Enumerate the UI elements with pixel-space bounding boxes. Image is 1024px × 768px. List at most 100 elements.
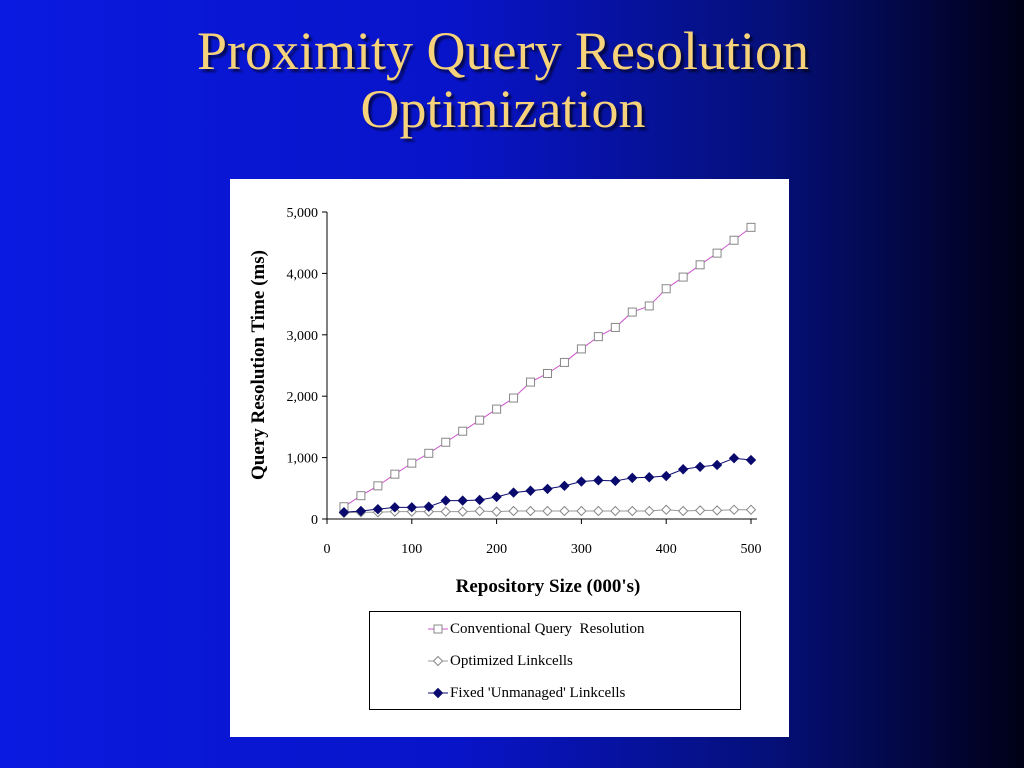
series-optimized-point <box>576 505 587 517</box>
legend-swatch-marker <box>432 655 444 667</box>
series-conventional-point <box>407 458 417 468</box>
series-conventional-point <box>644 301 654 311</box>
series-fixed-point <box>576 476 587 487</box>
series-fixed-point <box>694 461 706 473</box>
series-fixed-point <box>491 491 502 503</box>
series-conventional-point <box>729 235 739 245</box>
series-optimized-point <box>559 505 570 517</box>
series-conventional-point <box>492 404 502 414</box>
legend-label: Optimized Linkcells <box>450 653 573 669</box>
slide-title-line-2: Optimization <box>360 79 646 139</box>
series-conventional-point <box>593 332 603 342</box>
y-tick-label: 4,000 <box>287 267 319 282</box>
series-optimized-point <box>745 504 757 515</box>
chart-plot: 0 1,000 2,000 3,000 4,000 5,000 0 100 200 300 400 5… <box>248 206 762 597</box>
series-conventional-point <box>509 393 519 403</box>
y-tick-label: 0 <box>311 513 318 528</box>
series-conventional-point <box>661 284 671 294</box>
series-fixed-point <box>389 502 401 513</box>
series-optimized-point <box>474 505 485 517</box>
slide-title: Proximity Query Resolution Optimization <box>0 22 1006 138</box>
x-tick-label: 0 <box>324 542 331 557</box>
legend-swatch <box>428 687 448 699</box>
legend-label: Conventional Query Resolution <box>450 621 645 637</box>
series-conventional-point <box>458 426 468 436</box>
series-conventional-point <box>373 481 383 491</box>
series-conventional-point <box>576 344 586 354</box>
series-conventional-point <box>526 377 536 387</box>
series-optimized-point <box>627 505 638 517</box>
series-optimized-point <box>660 504 672 515</box>
series-fixed-point <box>440 495 451 506</box>
series-optimized-point <box>728 504 740 515</box>
series-fixed <box>338 453 757 518</box>
y-axis-title: Query Resolution Time (ms) <box>248 250 269 480</box>
series-fixed-point <box>372 503 384 515</box>
legend-label: Fixed 'Unmanaged' Linkcells <box>450 685 626 701</box>
series-conventional-point <box>695 260 705 270</box>
series-conventional-point <box>475 415 485 425</box>
series-fixed-point <box>610 475 621 487</box>
x-axis-title: Repository Size (000's) <box>456 576 641 597</box>
series-fixed-point <box>660 470 672 482</box>
y-tick-label: 1,000 <box>287 452 319 467</box>
y-tick-label: 3,000 <box>287 329 319 344</box>
x-tick-label: 400 <box>656 542 677 557</box>
series-optimized-point <box>644 505 655 517</box>
series-fixed-point <box>677 464 689 475</box>
series-optimized-point <box>525 505 536 517</box>
legend-swatch-marker <box>432 687 444 699</box>
series-fixed-point <box>355 505 367 517</box>
series-fixed-point <box>406 502 418 513</box>
series-conventional-point <box>542 368 552 378</box>
y-tick-label: 2,000 <box>287 390 319 405</box>
series-optimized-point <box>610 505 621 517</box>
series-conventional-point <box>746 222 756 232</box>
x-tick-label: 300 <box>571 542 592 557</box>
series-fixed-point <box>593 475 604 486</box>
slide-title-line-1: Proximity Query Resolution <box>197 21 809 81</box>
x-tick-label: 200 <box>486 542 507 557</box>
series-fixed-point <box>627 472 638 484</box>
series-fixed-point <box>525 485 536 496</box>
series-optimized-point <box>440 506 451 517</box>
series-fixed-point <box>457 495 468 506</box>
series-fixed-point <box>508 487 519 498</box>
y-tick-label: 5,000 <box>287 206 319 221</box>
series-optimized-point <box>677 505 689 517</box>
series-fixed-point <box>711 459 723 471</box>
series-optimized-point <box>508 505 519 517</box>
legend-swatch-marker <box>433 624 443 634</box>
series-fixed-point <box>559 480 570 492</box>
series-optimized-point <box>542 505 553 517</box>
series-fixed-point <box>338 507 350 518</box>
series-conventional-point <box>356 491 366 501</box>
series-conventional-point <box>712 248 722 258</box>
series-optimized-point <box>491 506 502 517</box>
x-tick-label: 500 <box>741 542 762 557</box>
series-fixed-point <box>644 472 655 483</box>
series-fixed-point <box>423 501 434 512</box>
chart-panel: 0 1,000 2,000 3,000 4,000 5,000 0 100 200 300 400 5… <box>230 179 789 737</box>
series-conventional-point <box>559 357 569 367</box>
series-fixed-point <box>474 494 485 506</box>
x-tick-label: 100 <box>401 542 422 557</box>
series-optimized-point <box>711 505 723 516</box>
series-conventional <box>339 222 756 512</box>
series-conventional-line <box>343 226 752 508</box>
series-optimized-point <box>457 506 468 517</box>
series-conventional-point <box>441 437 451 447</box>
series-conventional-point <box>678 272 688 282</box>
series-conventional-point <box>610 322 620 332</box>
series-fixed-point <box>728 453 740 464</box>
series-fixed-point <box>542 483 553 495</box>
series-conventional-point <box>390 469 400 479</box>
legend: Conventional Query Resolution Optimized L… <box>369 611 741 710</box>
series-optimized-point <box>694 505 706 516</box>
series-optimized-point <box>593 505 604 517</box>
series-fixed-point <box>745 454 757 466</box>
series-conventional-point <box>627 307 637 317</box>
legend-swatch <box>428 655 448 667</box>
legend-swatch <box>428 624 448 634</box>
series-conventional-point <box>424 448 434 458</box>
